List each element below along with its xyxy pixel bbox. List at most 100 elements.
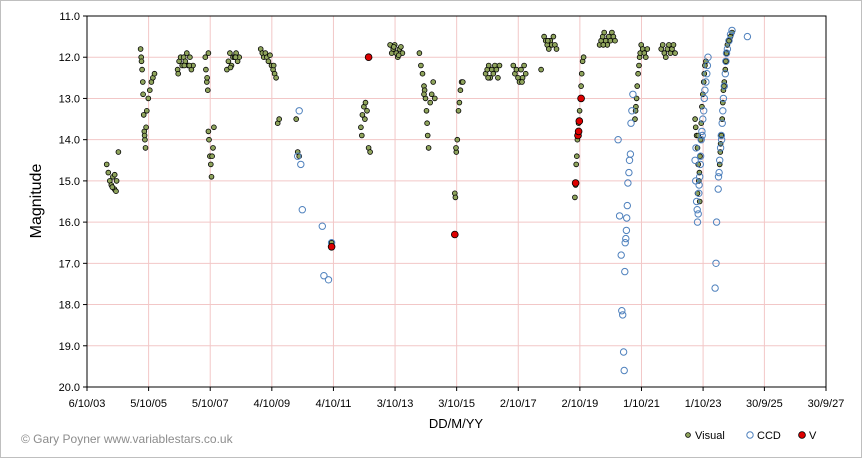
ccd-point <box>629 90 637 99</box>
ccd-point <box>294 152 302 160</box>
ccd-point <box>696 152 705 160</box>
visual-point <box>550 33 557 40</box>
ccd-point <box>743 32 752 41</box>
y-tick-label: 13.0 <box>59 93 80 105</box>
y-tick-label: 12.0 <box>59 52 80 64</box>
ccd-point <box>717 136 726 144</box>
x-tick-label: 30/9/27 <box>808 398 845 410</box>
visual-point <box>521 62 527 69</box>
ccd-point <box>623 201 631 210</box>
visual-point <box>362 116 368 122</box>
visual-point <box>187 54 193 60</box>
v-point <box>327 243 336 251</box>
visual-point <box>276 116 283 122</box>
series-v <box>327 53 585 251</box>
visual-point <box>203 66 209 73</box>
legend-label-v: V <box>809 430 817 442</box>
ccd-point <box>621 239 629 247</box>
ccd-point <box>614 136 622 144</box>
visual-point <box>137 46 144 52</box>
visual-point <box>692 124 699 131</box>
v-point <box>574 127 583 136</box>
x-tick-label: 3/10/13 <box>377 398 414 410</box>
ccd-point <box>295 107 303 115</box>
visual-point <box>636 62 642 69</box>
visual-point <box>659 42 666 48</box>
ccd-point <box>696 173 704 181</box>
visual-point <box>692 116 698 122</box>
visual-point <box>666 42 672 48</box>
v-point <box>571 179 580 187</box>
visual-point <box>202 54 209 60</box>
visual-point <box>138 58 145 65</box>
visual-point <box>670 42 677 48</box>
visual-point <box>452 194 459 201</box>
x-tick-label: 1/10/23 <box>685 398 722 410</box>
ccd-point <box>703 70 711 78</box>
ccd-point <box>693 218 702 226</box>
visual-point <box>141 132 148 139</box>
visual-point <box>140 112 147 118</box>
visual-point <box>115 149 122 155</box>
ccd-point <box>728 26 736 35</box>
visual-point <box>205 128 212 135</box>
legend-label-ccd: CCD <box>757 430 781 442</box>
visual-point <box>456 99 463 106</box>
visual-point <box>421 91 427 98</box>
ccd-point <box>723 45 732 53</box>
visual-point <box>143 124 149 131</box>
ccd-point <box>297 160 305 169</box>
visual-point <box>600 42 607 48</box>
x-tick-label: 4/10/09 <box>253 398 290 410</box>
visual-point <box>273 75 279 81</box>
visual-point <box>578 70 585 77</box>
visual-point <box>390 44 397 50</box>
ccd-point <box>719 94 728 103</box>
v-point <box>575 117 584 125</box>
ccd-point <box>721 70 729 78</box>
visual-point <box>723 58 729 65</box>
ccd-point <box>711 284 719 292</box>
visual-point <box>205 50 212 56</box>
x-tick-label: 30/9/25 <box>746 398 783 410</box>
ccd-point <box>617 251 625 259</box>
x-tick-label: 1/10/21 <box>623 398 660 410</box>
visual-point <box>151 70 158 77</box>
ccd-point <box>695 181 703 189</box>
legend: Visual CCD V <box>685 430 817 442</box>
ccd-point <box>324 276 333 284</box>
visual-point <box>186 62 193 69</box>
visual-point <box>721 83 727 89</box>
visual-point <box>111 171 118 178</box>
ccd-point <box>716 144 725 152</box>
x-tick-label: 6/10/03 <box>69 398 106 410</box>
ccd-point <box>715 168 723 177</box>
visual-point <box>267 52 273 58</box>
visual-point <box>205 87 211 93</box>
ccd-point <box>702 78 710 86</box>
data-points <box>103 26 752 375</box>
visual-point <box>103 161 110 168</box>
visual-point <box>553 46 560 52</box>
v-point <box>364 53 373 61</box>
ccd-point <box>628 107 636 115</box>
visual-point <box>232 54 239 60</box>
visual-point <box>453 145 459 151</box>
ccd-point <box>318 222 326 230</box>
visual-point <box>398 44 404 50</box>
v-point <box>577 94 585 103</box>
visual-point <box>265 58 272 65</box>
visual-point <box>573 153 580 160</box>
visual-point <box>662 54 669 60</box>
ccd-point <box>320 272 328 280</box>
visual-point <box>359 112 366 118</box>
visual-point <box>578 83 584 89</box>
ccd-point <box>697 136 705 144</box>
visual-point <box>642 54 649 60</box>
visual-point <box>358 124 364 131</box>
ccd-point <box>716 156 724 165</box>
visual-point <box>538 66 544 73</box>
ccd-point <box>622 226 631 235</box>
visual-point <box>418 62 424 69</box>
